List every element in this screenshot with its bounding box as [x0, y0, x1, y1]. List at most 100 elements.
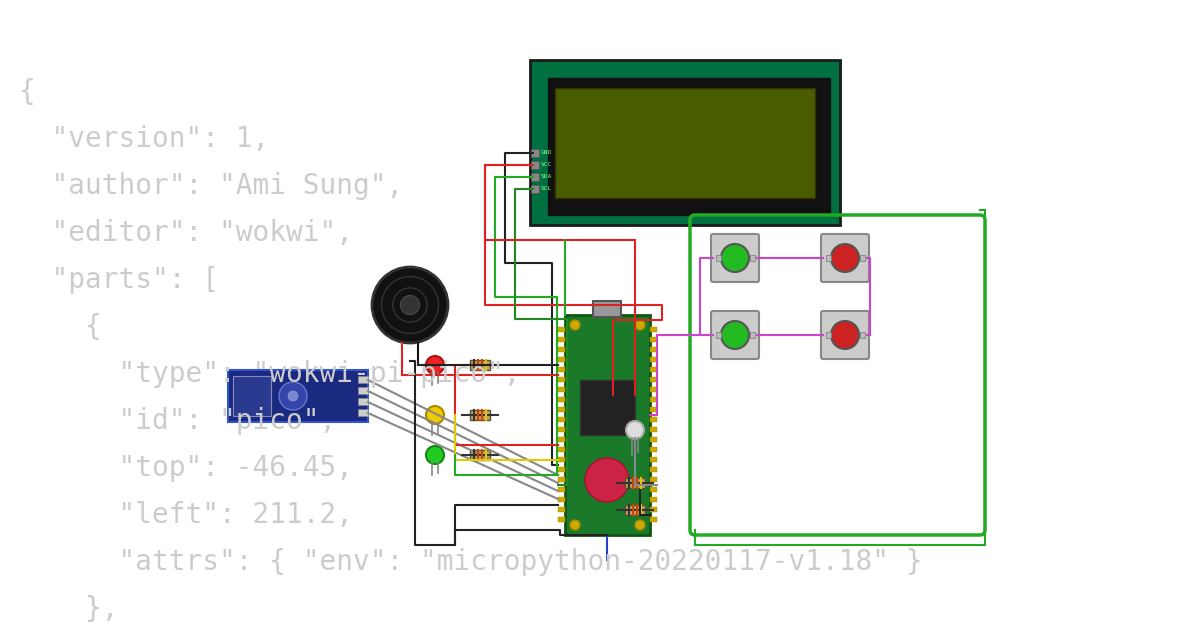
Text: "editor": "wokwi",: "editor": "wokwi",	[18, 219, 353, 247]
Text: SDA: SDA	[541, 175, 552, 180]
Circle shape	[401, 295, 420, 314]
Bar	[650, 397, 658, 402]
Circle shape	[570, 320, 580, 330]
Bar	[650, 347, 658, 352]
Bar	[530, 161, 539, 169]
Bar	[558, 387, 565, 392]
Bar	[650, 427, 658, 432]
Bar	[558, 457, 565, 462]
Bar	[650, 387, 658, 392]
Circle shape	[830, 244, 859, 272]
Text: "top": -46.45,: "top": -46.45,	[18, 454, 353, 482]
Text: GND: GND	[541, 151, 552, 156]
Bar	[750, 332, 755, 338]
Text: "attrs": { "env": "micropython-20220117-v1.18" }: "attrs": { "env": "micropython-20220117-…	[18, 548, 923, 576]
Bar	[558, 347, 565, 352]
Bar	[625, 478, 646, 488]
Bar	[228, 370, 368, 422]
Bar	[558, 337, 565, 342]
Bar	[358, 387, 368, 394]
Text: {: {	[18, 313, 102, 341]
Bar	[650, 457, 658, 462]
Bar	[558, 397, 565, 402]
Bar	[470, 410, 490, 420]
Bar	[358, 376, 368, 383]
Bar	[650, 517, 658, 522]
Bar	[558, 467, 565, 472]
Bar	[650, 437, 658, 442]
Bar	[826, 332, 830, 338]
Bar	[558, 437, 565, 442]
Bar	[470, 360, 490, 370]
Bar	[650, 497, 658, 502]
Circle shape	[570, 520, 580, 530]
Bar	[650, 507, 658, 512]
Bar	[716, 332, 721, 338]
Text: "type": "wokwi-pi-pico",: "type": "wokwi-pi-pico",	[18, 360, 521, 388]
FancyBboxPatch shape	[821, 311, 869, 359]
Bar	[716, 255, 721, 261]
Circle shape	[626, 421, 644, 439]
Circle shape	[372, 267, 448, 343]
Bar	[558, 497, 565, 502]
Bar	[358, 409, 368, 416]
Bar	[558, 507, 565, 512]
Text: "author": "Ami Sung",: "author": "Ami Sung",	[18, 172, 403, 200]
Bar	[558, 417, 565, 422]
Bar	[650, 327, 658, 332]
Bar	[558, 327, 565, 332]
Bar	[530, 149, 539, 157]
Bar	[593, 301, 622, 317]
FancyBboxPatch shape	[821, 234, 869, 282]
Bar	[625, 505, 646, 515]
Bar	[650, 357, 658, 362]
Bar	[233, 376, 271, 416]
Bar	[650, 467, 658, 472]
Text: },: },	[18, 595, 119, 623]
Circle shape	[635, 520, 646, 530]
Bar	[530, 60, 840, 225]
Circle shape	[586, 458, 629, 502]
Bar	[860, 332, 865, 338]
Bar	[530, 173, 539, 181]
Text: SCL: SCL	[541, 186, 552, 192]
Bar	[554, 88, 815, 198]
Text: "version": 1,: "version": 1,	[18, 125, 269, 153]
Bar	[548, 78, 830, 215]
Bar	[650, 477, 658, 482]
Circle shape	[278, 382, 307, 410]
Bar	[650, 417, 658, 422]
Bar	[358, 398, 368, 405]
Bar	[750, 255, 755, 261]
Circle shape	[288, 391, 298, 401]
Bar	[530, 185, 539, 193]
Bar	[580, 380, 635, 435]
Circle shape	[721, 321, 749, 349]
Bar	[650, 377, 658, 382]
Bar	[558, 377, 565, 382]
Bar	[558, 367, 565, 372]
Bar	[650, 367, 658, 372]
Bar	[558, 487, 565, 492]
Bar	[470, 450, 490, 460]
Text: VCC: VCC	[541, 163, 552, 168]
Bar	[650, 487, 658, 492]
Bar	[565, 315, 650, 535]
Bar	[558, 447, 565, 452]
Circle shape	[721, 244, 749, 272]
Bar	[650, 337, 658, 342]
Text: "parts": [: "parts": [	[18, 266, 220, 294]
Bar	[860, 255, 865, 261]
Text: {: {	[18, 78, 35, 106]
Text: "id": "pico",: "id": "pico",	[18, 407, 336, 435]
Circle shape	[426, 356, 444, 374]
Text: "left": 211.2,: "left": 211.2,	[18, 501, 353, 529]
Circle shape	[426, 406, 444, 424]
Bar	[558, 477, 565, 482]
Circle shape	[426, 446, 444, 464]
Circle shape	[635, 320, 646, 330]
Bar	[650, 447, 658, 452]
Bar	[558, 427, 565, 432]
Circle shape	[830, 321, 859, 349]
Bar	[558, 407, 565, 412]
